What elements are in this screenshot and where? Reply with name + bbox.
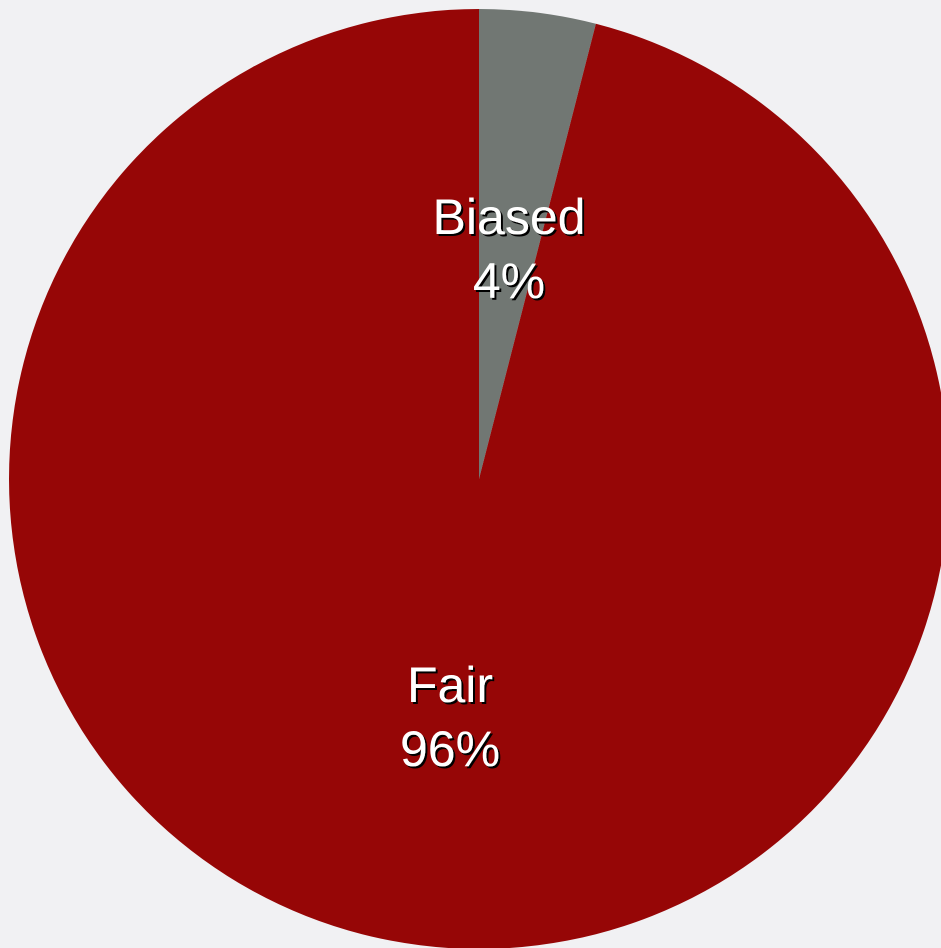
slice-category-label: Fair [407,657,493,713]
slice-category-label: Biased [433,189,586,245]
pie-slice-biased [479,9,596,479]
slice-percent-label: 4% [473,253,545,309]
slice-percent-label: 96% [400,721,500,777]
pie-labels: Biased 4% Fair 96% [400,189,585,777]
slice-label-fair: Fair 96% [400,657,500,777]
slice-label-biased: Biased 4% [433,189,586,309]
pie-slice-fair [9,9,941,948]
pie-slices [9,9,941,948]
